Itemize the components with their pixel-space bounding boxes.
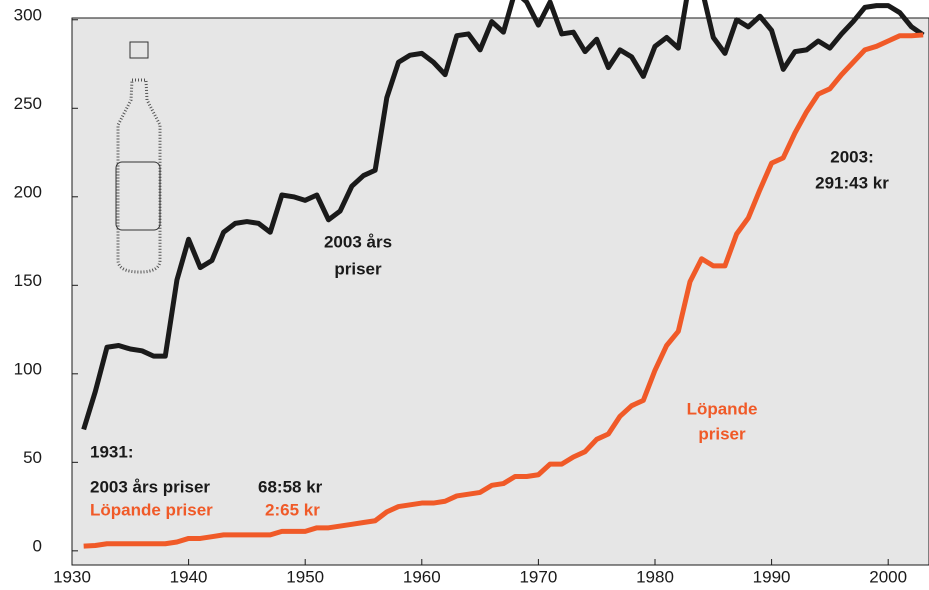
y-tick-label: 300 — [14, 5, 42, 24]
x-tick-label: 1930 — [53, 567, 91, 586]
annotation: priser — [698, 424, 746, 443]
annotation: 291:43 kr — [815, 173, 889, 192]
x-tick-label: 1960 — [403, 567, 441, 586]
x-tick-label: 1950 — [286, 567, 324, 586]
annotation: priser — [334, 259, 382, 278]
annotation: 2003 års priser — [90, 477, 210, 496]
line-series — [83, 32, 924, 549]
x-tick-label: 1990 — [753, 567, 791, 586]
y-tick-label: 150 — [14, 271, 42, 290]
line-series — [81, 0, 925, 431]
annotation: 2003: — [830, 147, 873, 166]
annotation: 2:65 kr — [265, 500, 320, 519]
bottle-illustration — [115, 41, 162, 274]
x-tick-label: 1980 — [636, 567, 674, 586]
y-tick-label: 50 — [23, 448, 42, 467]
y-tick-label: 100 — [14, 359, 42, 378]
x-tick-label: 1970 — [519, 567, 557, 586]
y-tick-label: 250 — [14, 94, 42, 113]
annotation: 1931: — [90, 442, 133, 461]
annotation: 68:58 kr — [258, 477, 323, 496]
x-tick-label: 2000 — [869, 567, 907, 586]
x-tick-label: 1940 — [170, 567, 208, 586]
plot-area — [71, 17, 929, 566]
annotation: Löpande priser — [90, 500, 213, 519]
annotation: 2003 års — [324, 232, 392, 251]
annotation: Löpande — [687, 399, 758, 418]
y-tick-label: 200 — [14, 182, 42, 201]
y-tick-label: 0 — [33, 536, 42, 555]
